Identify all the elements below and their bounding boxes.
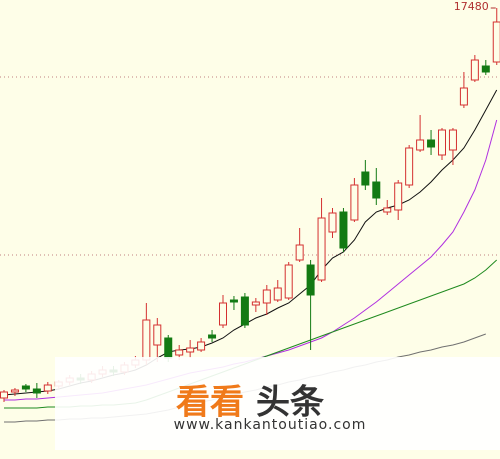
candle-body <box>470 59 479 81</box>
candle-body <box>317 217 326 281</box>
candle-body <box>492 21 500 63</box>
candle-body <box>262 289 271 304</box>
candle-body <box>186 347 195 353</box>
high-label: 17480 <box>454 0 489 13</box>
brand-text: 头条 <box>256 383 324 423</box>
candle-body <box>164 337 173 359</box>
candle-body <box>438 129 446 156</box>
watermark-url: www.kankantoutiao.com <box>174 417 367 433</box>
watermark-panel <box>55 357 500 450</box>
candle-body <box>284 264 293 299</box>
candle-body <box>251 301 260 306</box>
candle-body <box>208 334 217 339</box>
candle-body <box>448 129 457 151</box>
candle-body <box>175 349 184 356</box>
candle-body <box>273 287 282 301</box>
candle-body <box>10 389 19 393</box>
candle-body <box>43 384 52 392</box>
candle-body <box>459 87 468 106</box>
candle-body <box>0 391 8 399</box>
candle-body <box>383 207 392 213</box>
candle-body <box>295 244 304 261</box>
candle-body <box>240 296 249 326</box>
candle-body <box>481 65 490 73</box>
candle-body <box>328 212 337 233</box>
watermark: 看看 头条 www.kankantoutiao.com <box>55 357 500 450</box>
candle-body <box>372 181 381 199</box>
candle-body <box>306 264 315 296</box>
candle-body <box>361 171 370 186</box>
candle-body <box>405 147 414 186</box>
candle-body <box>32 388 41 394</box>
candle-body <box>197 341 206 351</box>
candle-body <box>219 302 227 326</box>
candle-body <box>416 139 425 151</box>
brand-text: 看看 <box>176 383 244 423</box>
candle-body <box>339 211 348 249</box>
moving-average-line <box>3 89 498 396</box>
candle-body <box>427 139 436 148</box>
candle-body <box>229 299 238 303</box>
candle-body <box>142 319 151 361</box>
candle-body <box>394 182 403 211</box>
candle-body <box>153 324 162 346</box>
candle-body <box>350 184 359 221</box>
candle-body <box>21 385 30 390</box>
